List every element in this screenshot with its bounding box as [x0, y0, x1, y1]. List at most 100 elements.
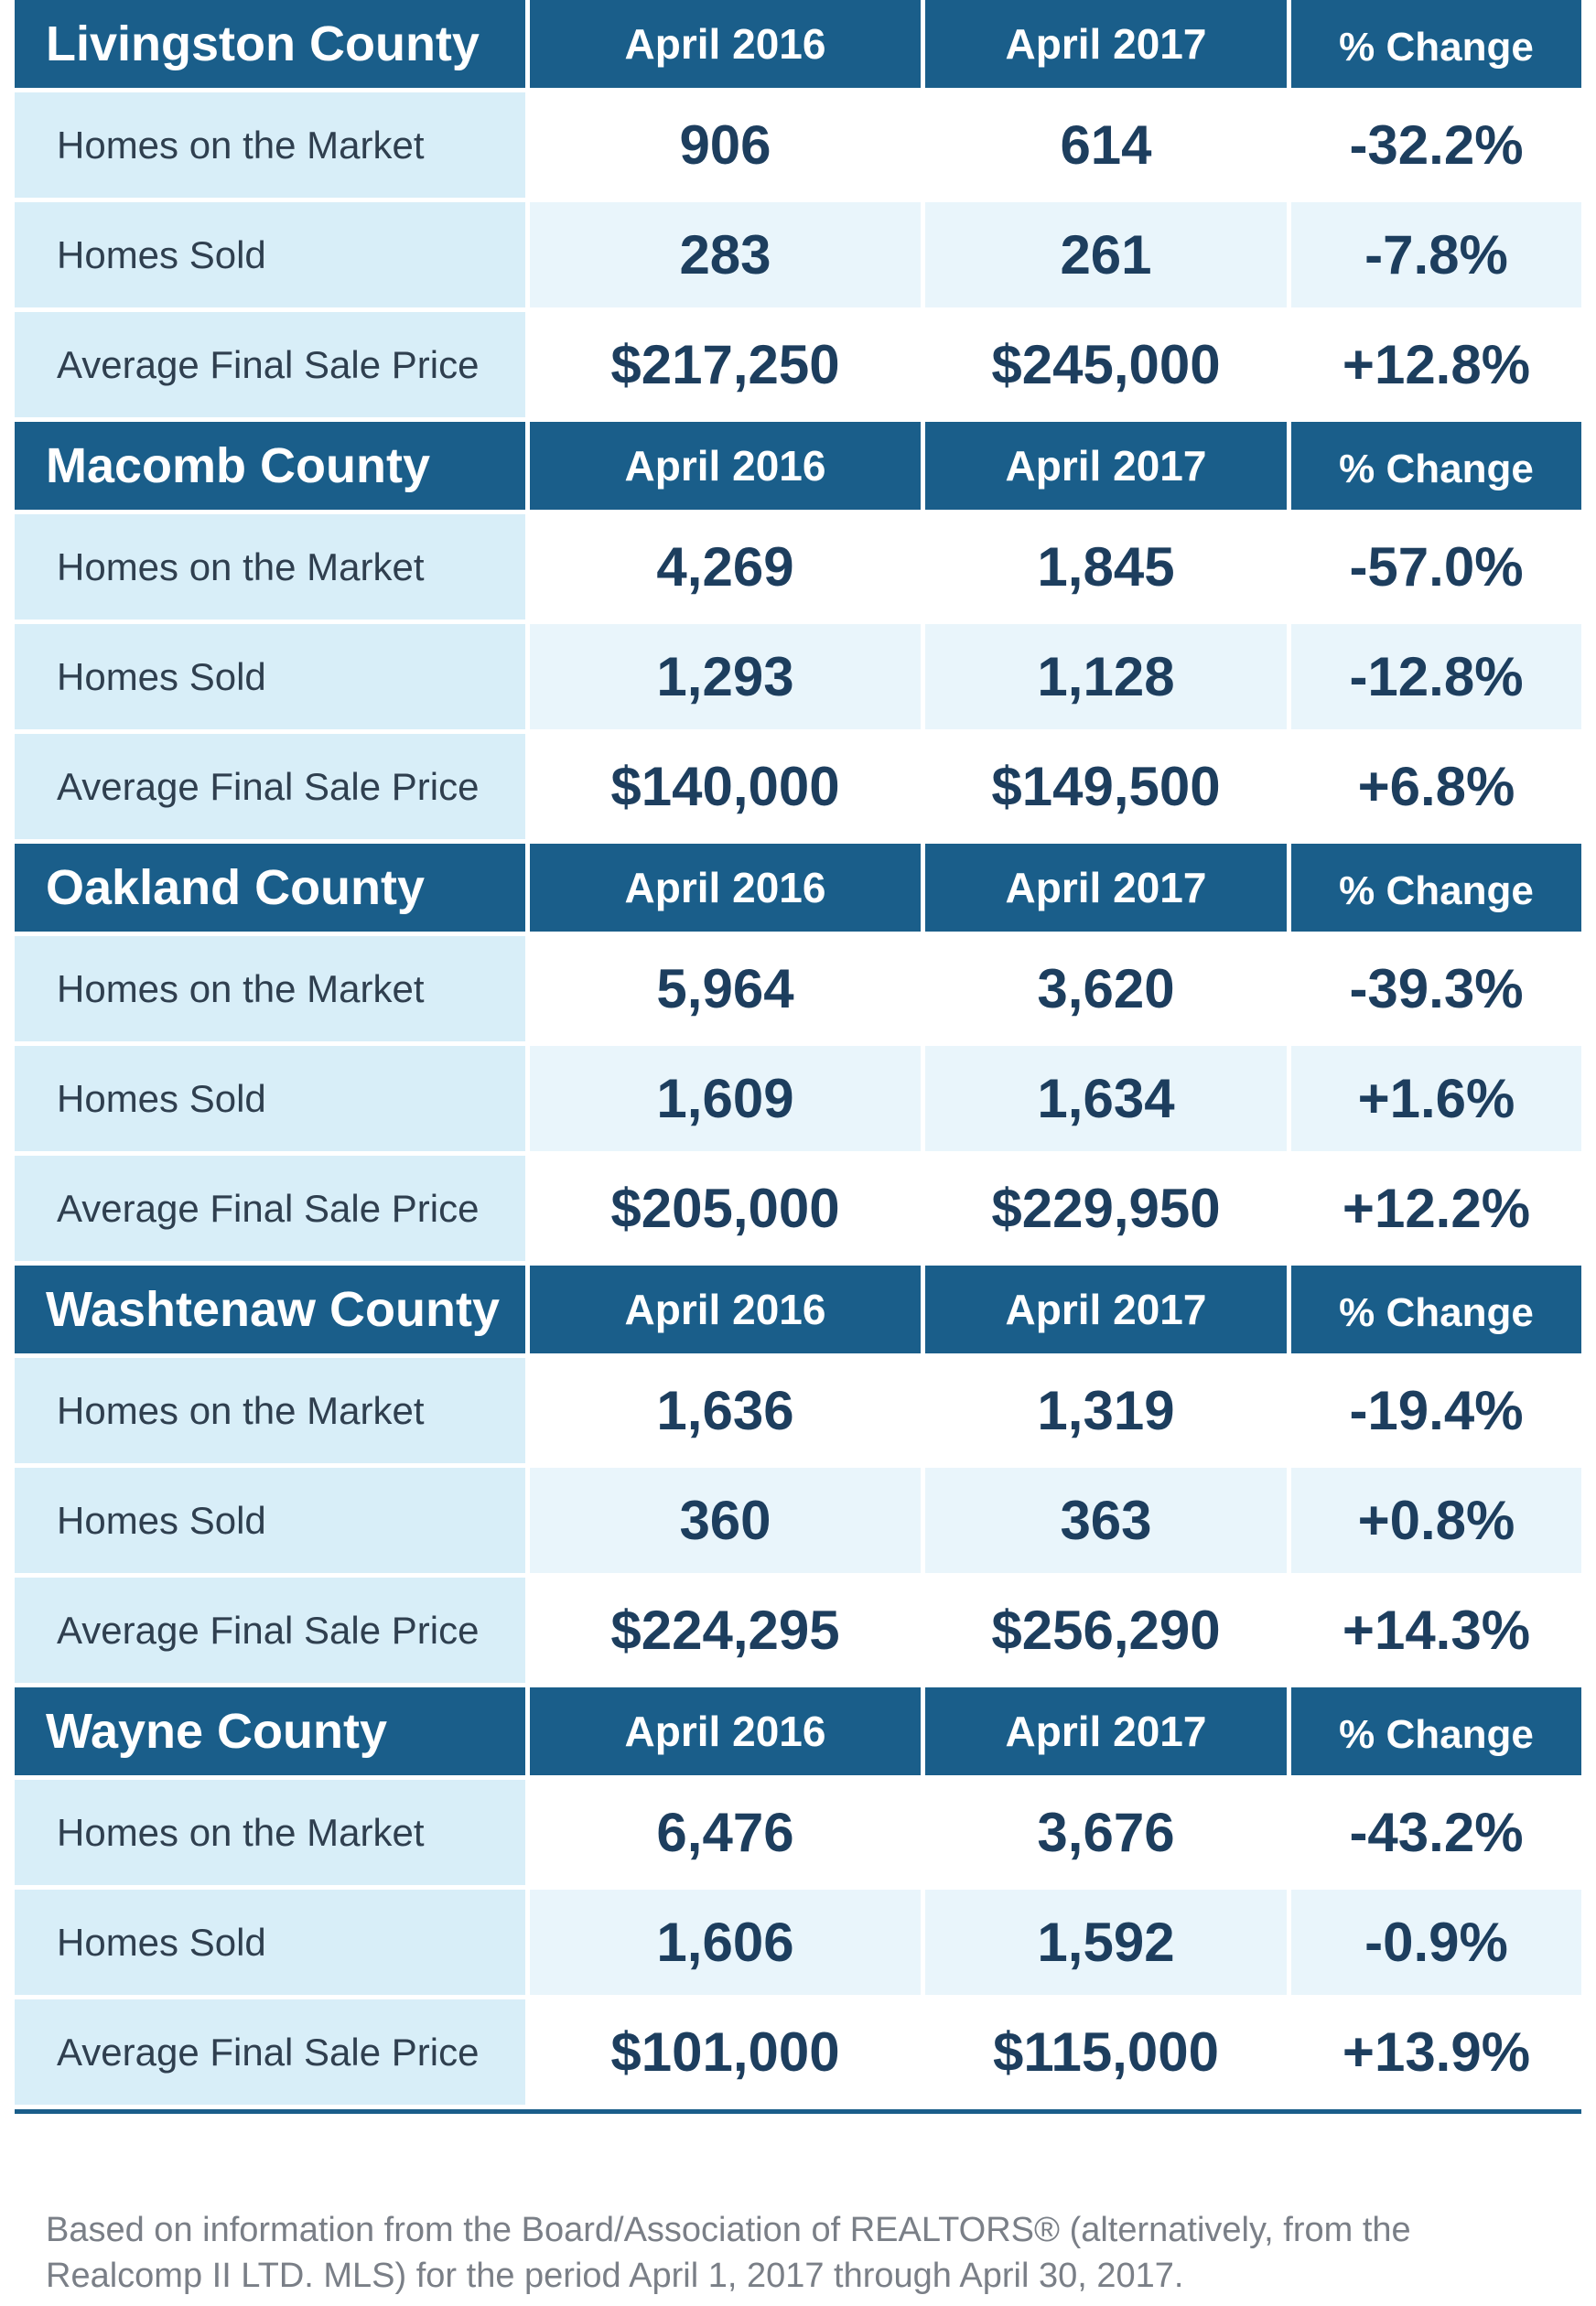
table-row: Homes Sold 1,293 1,128 -12.8%	[15, 624, 1581, 734]
value-percent-change: -19.4%	[1291, 1358, 1581, 1468]
column-header-percent-change: % Change	[1291, 0, 1581, 92]
county-name: Macomb County	[15, 422, 530, 514]
row-label: Homes Sold	[15, 1890, 530, 1999]
value-percent-change: -43.2%	[1291, 1780, 1581, 1890]
value-april-2017: 363	[925, 1468, 1291, 1578]
county-stats-table: Livingston County April 2016 April 2017 …	[15, 0, 1581, 2114]
value-percent-change: -57.0%	[1291, 514, 1581, 624]
value-april-2017: 1,128	[925, 624, 1291, 734]
row-label: Average Final Sale Price	[15, 312, 530, 422]
value-percent-change: -0.9%	[1291, 1890, 1581, 1999]
value-percent-change: +0.8%	[1291, 1468, 1581, 1578]
row-label: Homes Sold	[15, 202, 530, 312]
value-april-2016: 6,476	[530, 1780, 925, 1890]
value-april-2016: 1,636	[530, 1358, 925, 1468]
county-header-row: Oakland County April 2016 April 2017 % C…	[15, 844, 1581, 936]
value-april-2016: 1,609	[530, 1046, 925, 1156]
value-april-2017: 1,319	[925, 1358, 1291, 1468]
row-label: Homes on the Market	[15, 1358, 530, 1468]
table-row: Homes Sold 1,606 1,592 -0.9%	[15, 1890, 1581, 1999]
county-name: Washtenaw County	[15, 1266, 530, 1358]
column-header-april-2017: April 2017	[925, 1687, 1291, 1780]
value-april-2017: 614	[925, 92, 1291, 202]
column-header-percent-change: % Change	[1291, 844, 1581, 936]
value-percent-change: +12.2%	[1291, 1156, 1581, 1266]
value-april-2016: 1,606	[530, 1890, 925, 1999]
value-percent-change: -7.8%	[1291, 202, 1581, 312]
value-april-2017: $256,290	[925, 1578, 1291, 1687]
county-block-washtenaw: Washtenaw County April 2016 April 2017 %…	[15, 1266, 1581, 1687]
value-april-2016: 5,964	[530, 936, 925, 1046]
table-row: Average Final Sale Price $217,250 $245,0…	[15, 312, 1581, 422]
table-row: Average Final Sale Price $205,000 $229,9…	[15, 1156, 1581, 1266]
table-row: Homes Sold 360 363 +0.8%	[15, 1468, 1581, 1578]
value-april-2016: 360	[530, 1468, 925, 1578]
column-header-april-2016: April 2016	[530, 1266, 925, 1358]
value-april-2017: $115,000	[925, 1999, 1291, 2109]
value-april-2016: $101,000	[530, 1999, 925, 2109]
value-percent-change: +1.6%	[1291, 1046, 1581, 1156]
county-header-row: Wayne County April 2016 April 2017 % Cha…	[15, 1687, 1581, 1780]
column-header-percent-change: % Change	[1291, 422, 1581, 514]
value-percent-change: +6.8%	[1291, 734, 1581, 844]
value-percent-change: -39.3%	[1291, 936, 1581, 1046]
column-header-april-2017: April 2017	[925, 844, 1291, 936]
column-header-april-2016: April 2016	[530, 844, 925, 936]
value-percent-change: -32.2%	[1291, 92, 1581, 202]
value-april-2016: 283	[530, 202, 925, 312]
value-april-2016: $217,250	[530, 312, 925, 422]
table-row: Homes on the Market 1,636 1,319 -19.4%	[15, 1358, 1581, 1468]
row-label: Average Final Sale Price	[15, 1999, 530, 2109]
county-block-macomb: Macomb County April 2016 April 2017 % Ch…	[15, 422, 1581, 844]
value-april-2016: $224,295	[530, 1578, 925, 1687]
value-april-2017: 1,634	[925, 1046, 1291, 1156]
value-percent-change: +13.9%	[1291, 1999, 1581, 2109]
row-label: Homes on the Market	[15, 1780, 530, 1890]
row-label: Average Final Sale Price	[15, 1578, 530, 1687]
column-header-april-2017: April 2017	[925, 1266, 1291, 1358]
value-april-2017: 3,620	[925, 936, 1291, 1046]
table-row: Average Final Sale Price $101,000 $115,0…	[15, 1999, 1581, 2109]
row-label: Homes Sold	[15, 624, 530, 734]
value-april-2016: 906	[530, 92, 925, 202]
table-row: Average Final Sale Price $224,295 $256,2…	[15, 1578, 1581, 1687]
value-april-2017: $229,950	[925, 1156, 1291, 1266]
county-name: Oakland County	[15, 844, 530, 936]
column-header-april-2017: April 2017	[925, 0, 1291, 92]
value-april-2017: 1,845	[925, 514, 1291, 624]
row-label: Homes Sold	[15, 1046, 530, 1156]
value-april-2017: 1,592	[925, 1890, 1291, 1999]
county-name: Wayne County	[15, 1687, 530, 1780]
column-header-april-2016: April 2016	[530, 422, 925, 514]
row-label: Average Final Sale Price	[15, 734, 530, 844]
row-label: Homes on the Market	[15, 92, 530, 202]
source-footnote: Based on information from the Board/Asso…	[46, 2211, 1411, 2295]
row-label: Homes Sold	[15, 1468, 530, 1578]
table-row: Homes Sold 1,609 1,634 +1.6%	[15, 1046, 1581, 1156]
row-label: Homes on the Market	[15, 936, 530, 1046]
value-april-2017: $149,500	[925, 734, 1291, 844]
table-row: Average Final Sale Price $140,000 $149,5…	[15, 734, 1581, 844]
column-header-april-2017: April 2017	[925, 422, 1291, 514]
value-percent-change: +12.8%	[1291, 312, 1581, 422]
county-block-oakland: Oakland County April 2016 April 2017 % C…	[15, 844, 1581, 1266]
value-april-2016: 1,293	[530, 624, 925, 734]
column-header-percent-change: % Change	[1291, 1687, 1581, 1780]
county-header-row: Washtenaw County April 2016 April 2017 %…	[15, 1266, 1581, 1358]
table-row: Homes on the Market 6,476 3,676 -43.2%	[15, 1780, 1581, 1890]
county-block-wayne: Wayne County April 2016 April 2017 % Cha…	[15, 1687, 1581, 2109]
table-row: Homes Sold 283 261 -7.8%	[15, 202, 1581, 312]
county-header-row: Livingston County April 2016 April 2017 …	[15, 0, 1581, 92]
row-label: Average Final Sale Price	[15, 1156, 530, 1266]
column-header-percent-change: % Change	[1291, 1266, 1581, 1358]
value-april-2017: 3,676	[925, 1780, 1291, 1890]
table-row: Homes on the Market 4,269 1,845 -57.0%	[15, 514, 1581, 624]
value-april-2016: 4,269	[530, 514, 925, 624]
value-april-2017: $245,000	[925, 312, 1291, 422]
value-percent-change: -12.8%	[1291, 624, 1581, 734]
row-label: Homes on the Market	[15, 514, 530, 624]
county-name: Livingston County	[15, 0, 530, 92]
county-block-livingston: Livingston County April 2016 April 2017 …	[15, 0, 1581, 422]
column-header-april-2016: April 2016	[530, 0, 925, 92]
county-header-row: Macomb County April 2016 April 2017 % Ch…	[15, 422, 1581, 514]
